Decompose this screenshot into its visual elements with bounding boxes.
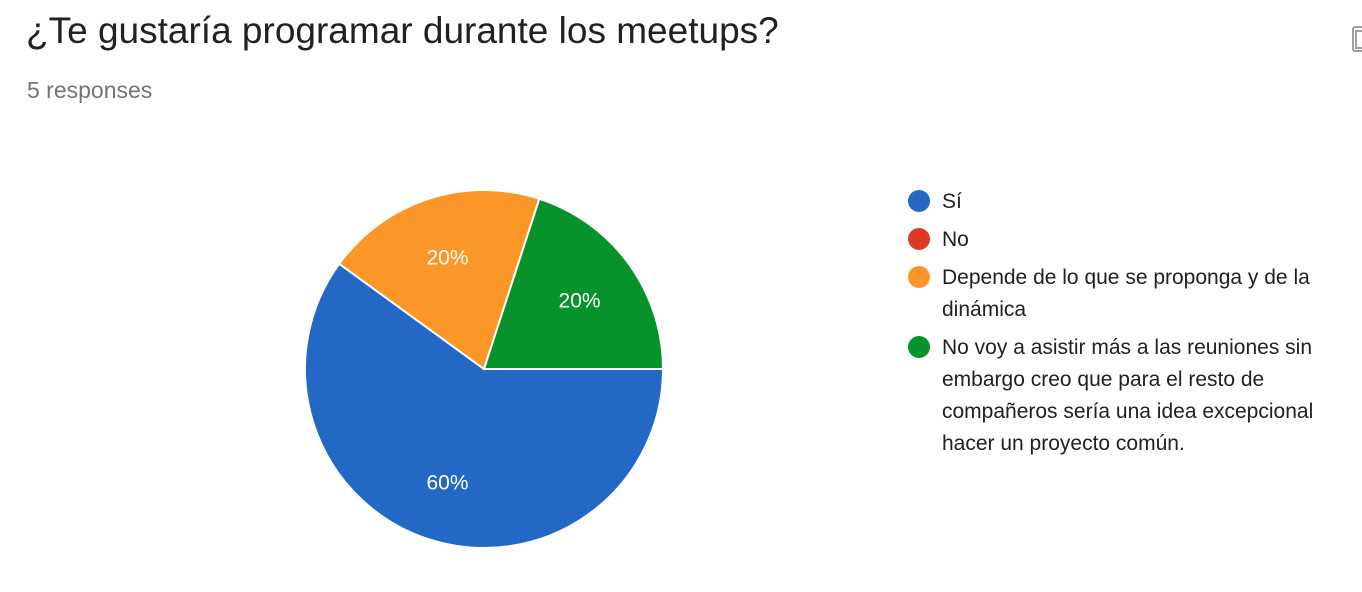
legend-item[interactable]: Sí (908, 186, 1348, 218)
copy-chart-icon[interactable] (1352, 26, 1362, 52)
pie-slice-label-2: 20% (426, 247, 468, 270)
legend-swatch (908, 228, 930, 250)
legend-item[interactable]: No (908, 224, 1348, 256)
pie-slice-0[interactable] (304, 262, 665, 549)
pie-slice-3[interactable] (482, 197, 665, 370)
pie-slice-label-3: 20% (559, 290, 601, 313)
legend-swatch (908, 266, 930, 288)
legend-label: No voy a asistir más a las reuniones sin… (942, 336, 1314, 455)
chart-title: ¿Te gustaría programar durante los meetu… (26, 10, 779, 51)
pie-slice-2[interactable] (337, 189, 541, 371)
response-count: 5 responses (27, 77, 153, 103)
legend-swatch (908, 336, 930, 358)
legend-item[interactable]: No voy a asistir más a las reuniones sin… (908, 332, 1348, 460)
legend-swatch (908, 190, 930, 212)
legend-label: No (942, 228, 969, 251)
chart-legend: Sí No Depende de lo que se proponga y de l… (908, 186, 1348, 466)
legend-label: Depende de lo que se proponga y de la di… (942, 266, 1310, 321)
pie-slice-label-0: 60% (426, 471, 468, 494)
legend-item[interactable]: Depende de lo que se proponga y de la di… (908, 262, 1348, 326)
legend-label: Sí (942, 190, 962, 213)
